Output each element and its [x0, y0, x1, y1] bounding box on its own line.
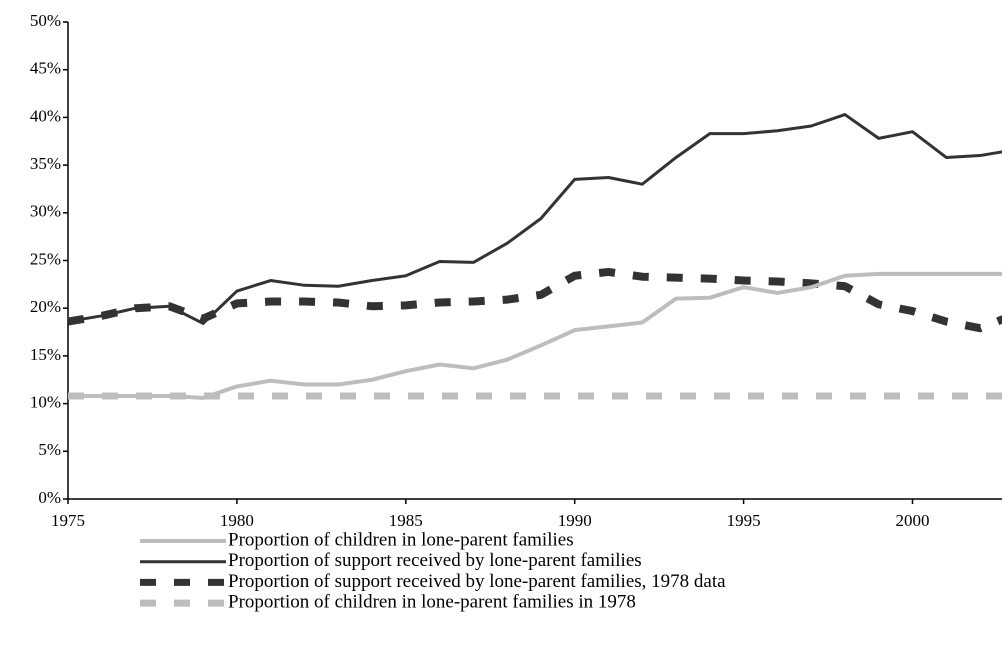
x-tick-label: 1995: [727, 511, 761, 530]
x-tick-label: 1990: [558, 511, 592, 530]
x-tick-label: 1975: [51, 511, 85, 530]
y-tick-label: 45%: [30, 59, 61, 78]
x-tick-label: 1980: [220, 511, 254, 530]
y-tick-label: 20%: [30, 297, 61, 316]
series-line: [68, 271, 1002, 400]
legend-label: Proportion of support received by lone-p…: [228, 550, 642, 571]
series-line: [68, 113, 1002, 325]
legend-label: Proportion of children in lone-parent fa…: [228, 529, 574, 550]
legend-label: Proportion of children in lone-parent fa…: [228, 591, 636, 612]
x-tick-label: 2000: [895, 511, 929, 530]
y-tick-label: 35%: [30, 154, 61, 173]
y-tick-label: 50%: [30, 11, 61, 30]
y-tick-label: 30%: [30, 202, 61, 221]
y-tick-label: 25%: [30, 249, 61, 268]
y-tick-label: 5%: [38, 440, 61, 459]
plot-area: [68, 113, 1002, 400]
y-tick-label: 15%: [30, 345, 61, 364]
y-tick-label: 10%: [30, 393, 61, 412]
legend-label: Proportion of support received by lone-p…: [228, 571, 726, 592]
x-tick-label: 1985: [389, 511, 423, 530]
y-tick-label: 40%: [30, 106, 61, 125]
y-tick-label: 0%: [38, 488, 61, 507]
series-line: [68, 267, 1002, 333]
